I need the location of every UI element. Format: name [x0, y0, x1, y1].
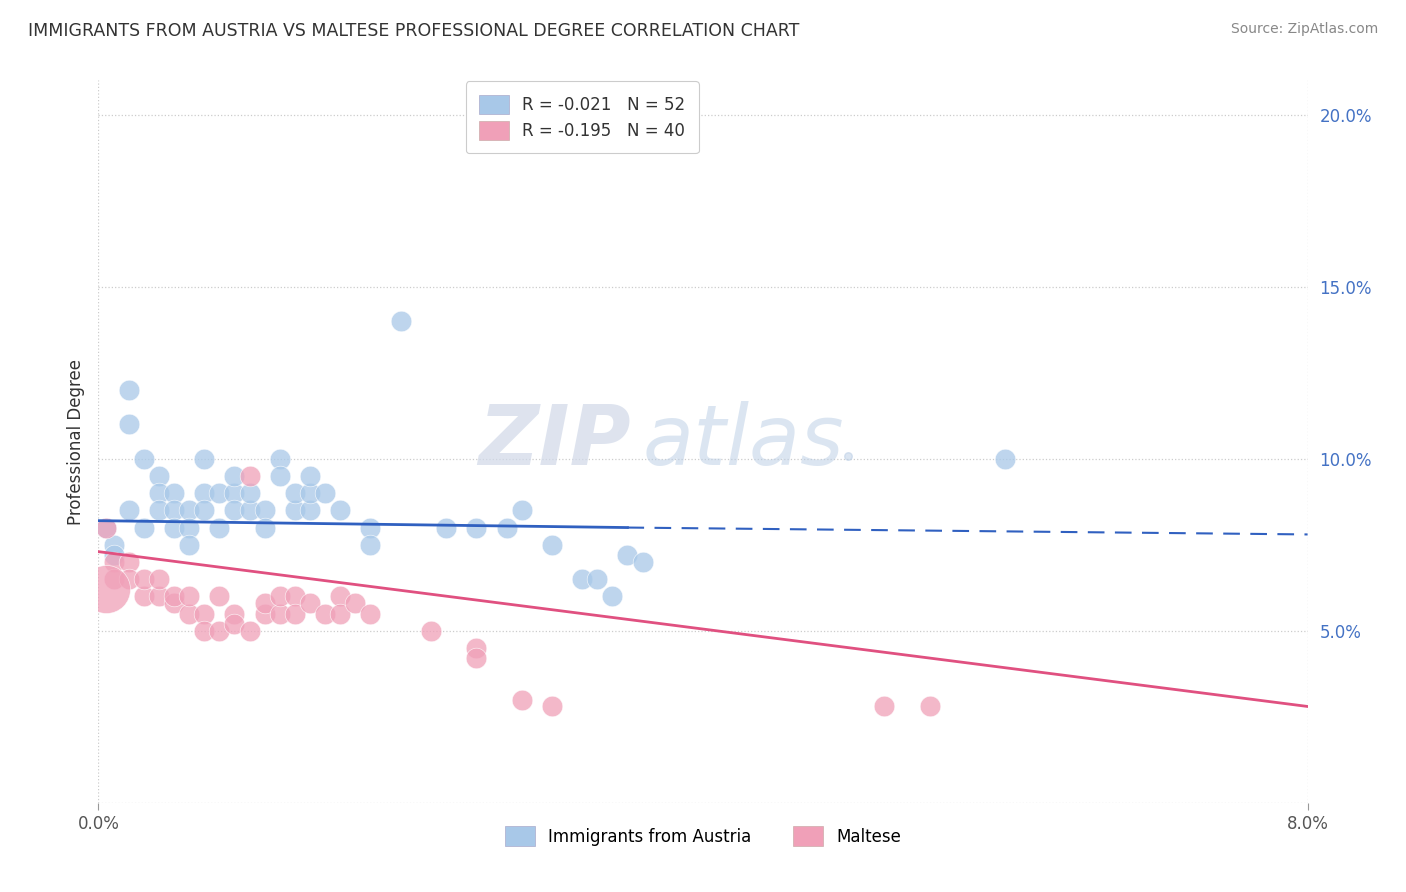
Point [314, 607, 336, 621]
Point [918, 699, 941, 714]
Point [94, 582, 117, 597]
Point [510, 692, 533, 706]
Point [132, 590, 155, 604]
Point [253, 520, 276, 534]
Point [631, 555, 654, 569]
Point [284, 486, 307, 500]
Point [132, 451, 155, 466]
Text: atlas: atlas [643, 401, 844, 482]
Text: IMMIGRANTS FROM AUSTRIA VS MALTESE PROFESSIONAL DEGREE CORRELATION CHART: IMMIGRANTS FROM AUSTRIA VS MALTESE PROFE… [28, 22, 800, 40]
Point [193, 503, 215, 517]
Point [179, 520, 201, 534]
Point [602, 590, 624, 604]
Point [118, 417, 141, 432]
Point [179, 538, 201, 552]
Point [360, 538, 382, 552]
Point [148, 469, 170, 483]
Point [179, 503, 201, 517]
Text: ZIP: ZIP [478, 401, 630, 482]
Point [269, 607, 291, 621]
Point [434, 520, 457, 534]
Point [253, 503, 276, 517]
Point [163, 590, 186, 604]
Point [208, 486, 231, 500]
Point [179, 590, 201, 604]
Point [208, 590, 231, 604]
Point [284, 590, 307, 604]
Point [208, 624, 231, 638]
Y-axis label: Professional Degree: Professional Degree [66, 359, 84, 524]
Point [148, 486, 170, 500]
Point [420, 624, 443, 638]
Point [224, 607, 246, 621]
Point [239, 624, 262, 638]
Point [103, 538, 125, 552]
Point [465, 520, 488, 534]
Point [510, 503, 533, 517]
Point [148, 590, 170, 604]
Point [163, 596, 186, 610]
Point [193, 624, 215, 638]
Point [193, 486, 215, 500]
Point [103, 548, 125, 562]
Point [132, 572, 155, 586]
Point [193, 607, 215, 621]
Point [360, 607, 382, 621]
Point [269, 451, 291, 466]
Point [224, 616, 246, 631]
Point [360, 520, 382, 534]
Point [329, 503, 352, 517]
Point [132, 520, 155, 534]
Point [208, 520, 231, 534]
Point [299, 503, 322, 517]
Point [193, 451, 215, 466]
Point [269, 469, 291, 483]
Point [148, 572, 170, 586]
Point [253, 607, 276, 621]
Point [224, 469, 246, 483]
Point [118, 572, 141, 586]
Point [344, 596, 367, 610]
Point [163, 486, 186, 500]
Point [299, 486, 322, 500]
Point [540, 699, 562, 714]
Point [465, 651, 488, 665]
Point [118, 555, 141, 569]
Point [571, 572, 593, 586]
Point [299, 469, 322, 483]
Point [284, 503, 307, 517]
Point [179, 607, 201, 621]
Point [329, 607, 352, 621]
Point [224, 486, 246, 500]
Text: Source: ZipAtlas.com: Source: ZipAtlas.com [1230, 22, 1378, 37]
Point [163, 520, 186, 534]
Legend: Immigrants from Austria, Maltese: Immigrants from Austria, Maltese [498, 820, 908, 852]
Point [540, 538, 562, 552]
Point [465, 640, 488, 655]
Point [103, 572, 125, 586]
Point [314, 486, 336, 500]
Point [224, 503, 246, 517]
Point [299, 596, 322, 610]
Point [239, 503, 262, 517]
Point [103, 555, 125, 569]
Point [994, 451, 1017, 466]
Point [586, 572, 609, 586]
Point [495, 520, 517, 534]
Point [94, 520, 117, 534]
Point [284, 607, 307, 621]
Point [389, 314, 412, 328]
Point [148, 503, 170, 517]
Point [873, 699, 896, 714]
Point [163, 503, 186, 517]
Point [118, 503, 141, 517]
Point [253, 596, 276, 610]
Point [94, 520, 117, 534]
Point [239, 486, 262, 500]
Point [239, 469, 262, 483]
Point [616, 548, 638, 562]
Point [329, 590, 352, 604]
Point [269, 590, 291, 604]
Point [118, 383, 141, 397]
